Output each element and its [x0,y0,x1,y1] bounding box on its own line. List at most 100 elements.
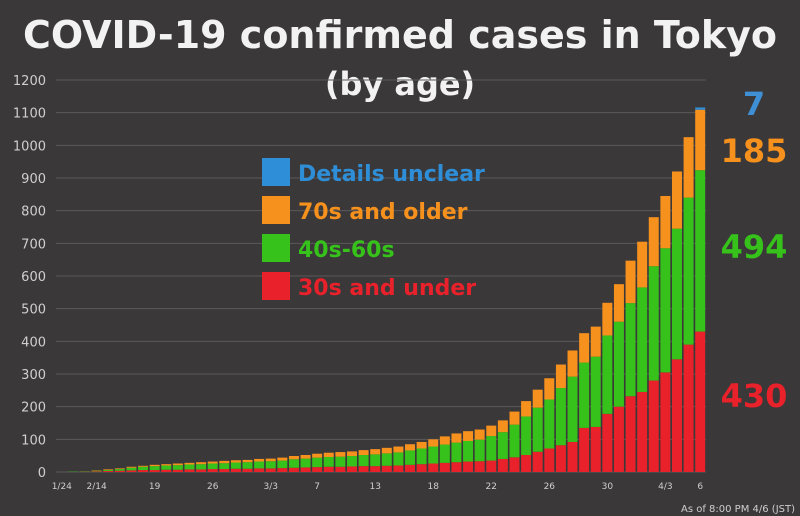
chart-title: COVID-19 confirmed cases in Tokyo [23,13,777,57]
y-tick-label: 200 [21,401,46,416]
bar-segment [695,107,706,110]
bar-segment [242,468,253,472]
bar-segment [497,432,508,459]
y-tick-label: 900 [21,172,46,187]
y-tick-label: 800 [21,205,46,220]
bar-segment [521,455,532,472]
bar-segment [381,453,392,466]
bar-segment [196,462,207,465]
bar-segment [428,439,439,447]
bar-segment [393,452,404,466]
bar-segment [335,466,346,472]
x-tick-label: 2/14 [87,482,107,492]
bar-segment [683,197,694,345]
end-label: 494 [721,228,788,266]
bar-segment [196,464,207,470]
bar-segment [463,431,474,441]
bar-segment [254,458,265,462]
end-labels: 7 185 494 430 [721,85,788,415]
bar-segment [486,460,497,472]
bar-segment [91,471,102,472]
bar-segment [544,378,555,400]
bar-segment [683,137,694,198]
bar-segment [613,321,624,407]
bar-segment [288,467,299,472]
bar-segment [695,109,706,171]
y-tick-label: 0 [38,466,46,481]
y-tick-label: 400 [21,335,46,350]
bar-segment [172,465,183,470]
bar-segment [114,470,125,472]
x-tick-label: 4/3 [658,482,672,492]
bar-segment [439,444,450,463]
bar-segment [474,429,485,440]
bar-segment [474,461,485,472]
gridlines [56,79,706,473]
bar-segment [370,466,381,472]
bar-segment [370,454,381,467]
bar-segment [416,464,427,472]
y-tick-label: 500 [21,303,46,318]
bar-segment [277,457,288,461]
end-label: 185 [721,132,788,170]
bar-segment [695,170,706,332]
bar-segment [567,350,578,377]
bar-segment [103,469,114,471]
bar-segment [219,460,230,464]
bar-segment [358,450,369,456]
bar-segment [405,450,416,465]
bar-segment [254,468,265,472]
bar-segment [509,424,520,458]
bar-segment [544,448,555,472]
bar-segment [230,462,241,469]
bar-segment [590,326,601,357]
y-tick-label: 300 [21,368,46,383]
x-tick-label: 1/24 [52,482,72,492]
end-label: 7 [743,85,765,123]
bar-segment [277,460,288,469]
bar-segment [474,439,485,462]
bar-segment [242,459,253,463]
end-label: 430 [721,377,788,415]
bar-segment [521,401,532,417]
y-axis-ticks: 0 100 200 300 400 500 600 700 800 900 1000 1100 1200 [13,74,46,481]
bar-segment [555,388,566,446]
bars [68,107,706,472]
bar-segment [312,453,323,458]
bar-segment [660,372,671,472]
bar-segment [138,465,149,467]
bar-segment [254,461,265,469]
x-tick-label: 3/3 [263,482,277,492]
bar-segment [428,463,439,472]
bar-segment [114,469,125,471]
bar-segment [579,427,590,472]
bar-segment [103,471,114,472]
bar-segment [579,333,590,363]
bar-segment [555,364,566,389]
bar-segment [416,441,427,449]
bar-segment [660,195,671,249]
bar-segment [625,396,636,472]
legend-label: 70s and older [298,200,468,225]
bar-segment [602,335,613,414]
bar-segment [184,462,195,465]
y-tick-label: 1200 [13,74,46,89]
bar-segment [103,470,114,472]
y-tick-label: 600 [21,270,46,285]
bar-segment [381,447,392,454]
bar-segment [648,266,659,381]
legend-label: 30s and under [298,276,476,301]
legend-swatch [262,272,290,300]
bar-segment [196,469,207,472]
bar-segment [497,458,508,472]
bar-segment [660,248,671,373]
bar-segment [521,416,532,456]
bar-segment [451,462,462,472]
bar-segment [544,399,555,449]
bar-segment [370,449,381,455]
bar-segment [300,467,311,472]
bar-segment [91,470,102,472]
bar-segment [230,468,241,472]
bar-segment [312,457,323,468]
bar-segment [346,451,357,456]
